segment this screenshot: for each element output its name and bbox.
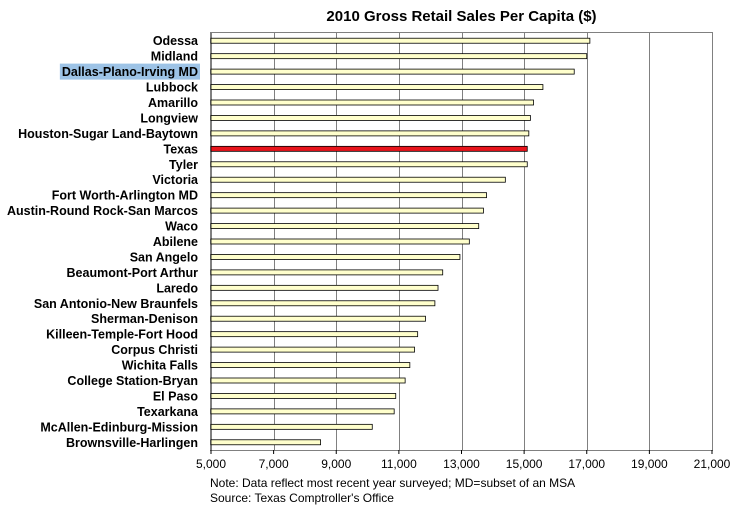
- category-label: Odessa: [153, 34, 199, 48]
- bar-texarkana: [210, 408, 395, 415]
- bar-sherman-denison: [210, 315, 426, 322]
- category-label: Waco: [165, 220, 198, 234]
- bar-san-angelo: [210, 254, 461, 260]
- bar-tyler: [210, 161, 528, 168]
- x-tick-label: 11,000: [381, 457, 417, 470]
- bar-abilene: [210, 238, 470, 245]
- x-tick-label: 15,000: [506, 457, 543, 470]
- bar-killeen-temple-fort-hood: [210, 331, 419, 338]
- bar-san-antonio-new-braunfels: [210, 300, 436, 307]
- category-label: Beaumont-Port Arthur: [67, 266, 199, 280]
- bar-midland: [210, 53, 588, 60]
- category-label: Lubbock: [146, 81, 198, 95]
- x-tick-label: 7,000: [259, 457, 289, 470]
- x-tick-label: 19,000: [631, 457, 668, 470]
- x-tick-label: 5,000: [196, 457, 226, 470]
- bars: [210, 37, 591, 446]
- category-label: Laredo: [156, 281, 198, 295]
- bar-texas: [210, 145, 528, 152]
- category-label: McAllen-Edinburg-Mission: [40, 420, 198, 434]
- category-label: College Station-Bryan: [67, 374, 198, 388]
- bar-beaumont-port-arthur: [210, 269, 444, 276]
- category-label: Tyler: [169, 158, 198, 172]
- bar-waco: [210, 223, 480, 229]
- category-label: Abilene: [153, 235, 198, 249]
- x-tick-label: 9,000: [321, 457, 351, 470]
- bar-laredo: [210, 284, 439, 291]
- bar-brownsville-harlingen: [210, 439, 321, 446]
- category-label: Dallas-Plano-Irving MD: [62, 65, 198, 79]
- category-label: Houston-Sugar Land-Baytown: [18, 127, 198, 141]
- category-label: San Angelo: [130, 250, 199, 264]
- bar-mcallen-edinburg-mission: [210, 423, 373, 430]
- bar-lubbock: [210, 84, 544, 90]
- category-label: Sherman-Denison: [91, 312, 198, 326]
- category-label: Midland: [151, 50, 198, 64]
- category-label: Fort Worth-Arlington MD: [52, 189, 198, 203]
- category-label: Victoria: [152, 173, 199, 187]
- category-label: Brownsville-Harlingen: [66, 436, 198, 450]
- bar-corpus-christi: [210, 346, 415, 353]
- bar-odessa: [210, 37, 591, 44]
- bar-el-paso: [210, 393, 397, 399]
- bar-austin-round-rock-san-marcos: [210, 207, 484, 214]
- category-label: Texas: [163, 142, 198, 156]
- category-label: Texarkana: [137, 405, 199, 419]
- bar-longview: [210, 115, 531, 121]
- bar-dallas-plano-irving-md: [210, 68, 575, 75]
- category-label: El Paso: [153, 389, 199, 403]
- category-label: Corpus Christi: [111, 343, 198, 357]
- category-label: Longview: [140, 111, 198, 125]
- chart-title: 2010 Gross Retail Sales Per Capita ($): [326, 8, 597, 25]
- footnote-source: Source: Texas Comptroller's Office: [210, 491, 394, 505]
- bar-wichita-falls: [210, 362, 411, 368]
- footnote-note: Note: Data reflect most recent year surv…: [210, 476, 576, 490]
- category-label: Amarillo: [148, 96, 198, 110]
- bar-college-station-bryan: [210, 377, 406, 384]
- x-tick-label: 17,000: [568, 457, 605, 470]
- category-label: San Antonio-New Braunfels: [34, 297, 198, 311]
- bar-victoria: [210, 176, 506, 183]
- category-label: Wichita Falls: [122, 359, 198, 373]
- category-label: Austin-Round Rock-San Marcos: [7, 204, 198, 218]
- x-tick-label: 13,000: [443, 457, 480, 470]
- category-label: Killeen-Temple-Fort Hood: [46, 328, 198, 342]
- x-tick-label: 21,000: [694, 457, 731, 470]
- x-axis-ticks: 5,000 7,000 9,000 11,000 13,000 15,000 17,000 1…: [196, 450, 731, 470]
- bar-amarillo: [210, 99, 534, 106]
- label-highlight: [59, 63, 200, 80]
- bar-houston-sugar-land-baytown: [210, 130, 530, 137]
- bar-fort-worth-arlington-md: [210, 192, 487, 199]
- footnote: Note: Data reflect most recent year surv…: [210, 476, 575, 506]
